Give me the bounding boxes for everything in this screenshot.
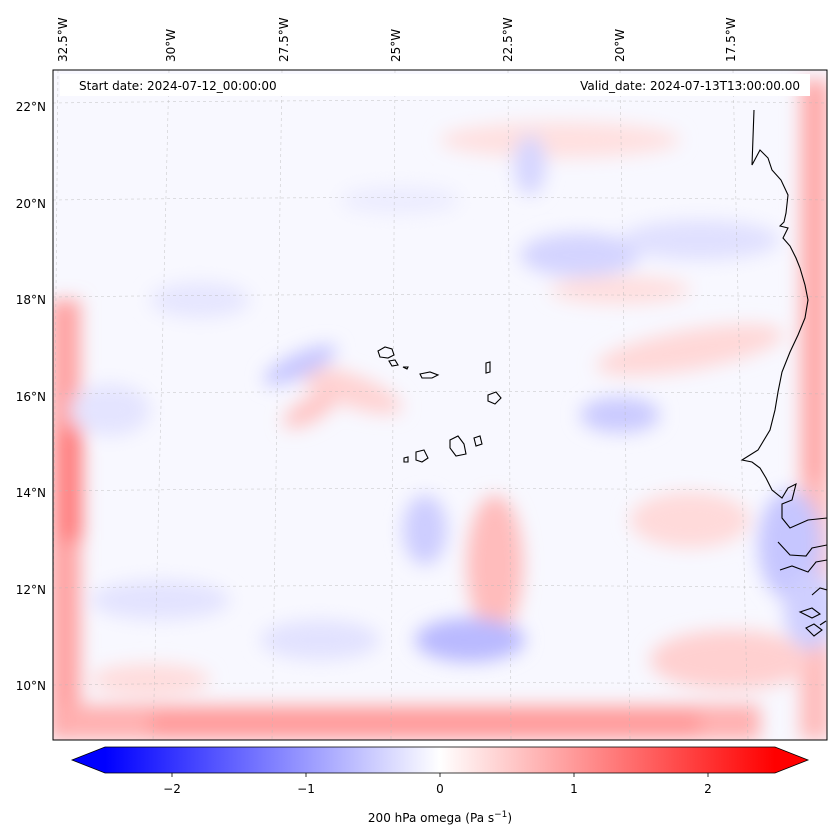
omega-anomaly-blobs bbox=[53, 80, 827, 740]
lat-label: 12°N bbox=[16, 583, 46, 597]
latitude-labels: 22°N 20°N 18°N 16°N 14°N 12°N 10°N bbox=[16, 100, 46, 693]
lon-label: 32.5°W bbox=[56, 17, 70, 62]
colorbar-ticks: −2 −1 0 1 2 bbox=[163, 773, 712, 796]
longitude-labels: 32.5°W 30°W 27.5°W 25°W 22.5°W 20°W 17.5… bbox=[56, 17, 738, 62]
colorbar-tick-label: −2 bbox=[163, 782, 181, 796]
lon-label: 22.5°W bbox=[501, 17, 515, 62]
colorbar-tick-label: 2 bbox=[704, 782, 712, 796]
lat-label: 10°N bbox=[16, 679, 46, 693]
lat-label: 14°N bbox=[16, 486, 46, 500]
colorbar-tick-label: 1 bbox=[570, 782, 578, 796]
lat-label: 18°N bbox=[16, 293, 46, 307]
colorbar-extend-high bbox=[775, 747, 808, 773]
start-date-label: Start date: 2024-07-12_00:00:00 bbox=[79, 79, 277, 93]
map-frame bbox=[52, 69, 828, 741]
colorbar-extend-low bbox=[72, 747, 105, 773]
omega-field-map bbox=[53, 70, 827, 740]
lon-label: 25°W bbox=[389, 29, 403, 62]
lon-label: 20°W bbox=[613, 29, 627, 62]
lat-label: 20°N bbox=[16, 197, 46, 211]
lon-label: 27.5°W bbox=[277, 17, 291, 62]
valid-date-label: Valid_date: 2024-07-13T13:00:00.00 bbox=[580, 79, 800, 93]
colorbar-label: 200 hPa omega (Pa s−1) bbox=[368, 810, 512, 825]
date-label-background bbox=[60, 74, 810, 96]
colorbar-gradient bbox=[105, 747, 775, 773]
coastlines bbox=[377, 109, 827, 637]
lat-label: 22°N bbox=[16, 100, 46, 114]
colorbar-tick-label: 0 bbox=[436, 782, 444, 796]
lat-label: 16°N bbox=[16, 390, 46, 404]
colorbar-outline bbox=[70, 746, 810, 774]
africa-coastline bbox=[740, 109, 827, 529]
colorbar-tick-label: −1 bbox=[297, 782, 315, 796]
lon-label: 17.5°W bbox=[724, 17, 738, 62]
colorbar: −2 −1 0 1 2 200 hPa omega (Pa s−1) bbox=[70, 746, 810, 825]
lon-label: 30°W bbox=[164, 29, 178, 62]
graticule bbox=[53, 70, 827, 740]
cape-verde-islands bbox=[377, 346, 395, 359]
